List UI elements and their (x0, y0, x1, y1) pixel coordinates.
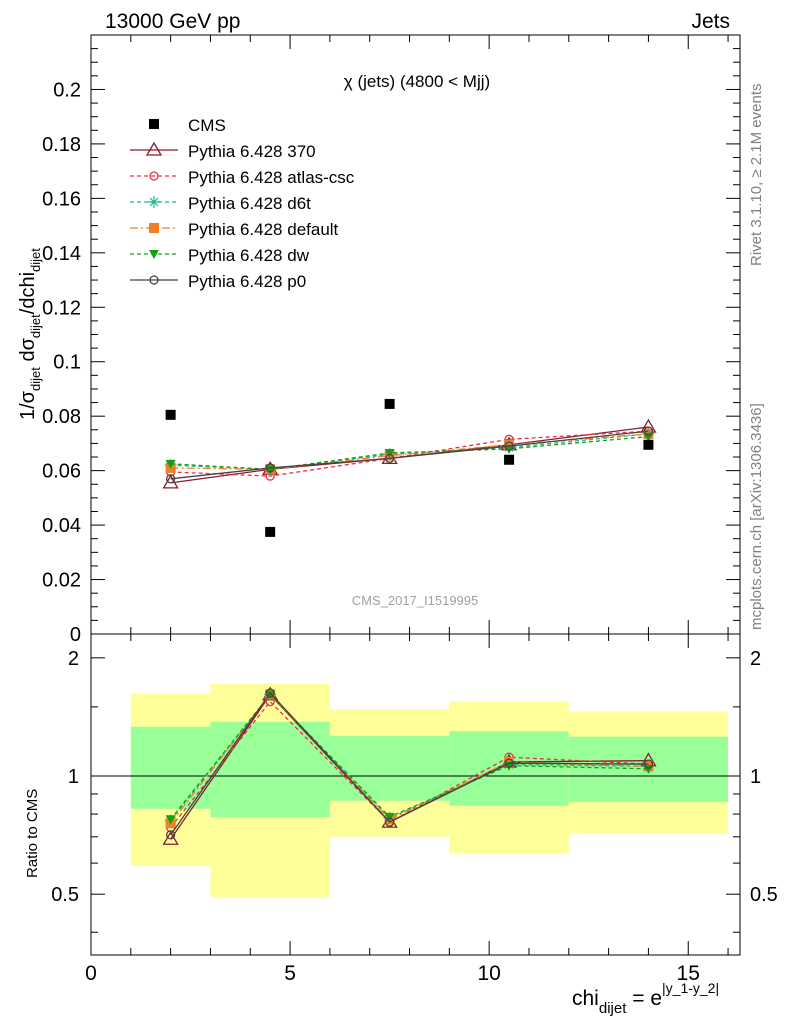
legend-marker-0 (145, 141, 163, 156)
y-tick-label: 0.12 (42, 297, 81, 319)
ratio-plot-frame (90, 633, 741, 956)
y-tick-label: 0 (70, 624, 81, 646)
ratio-point-4 (265, 690, 276, 700)
series-point-4 (504, 444, 515, 454)
legend-label-2: Pythia 6.428 d6t (188, 194, 311, 213)
ratio-tick-label-right: 2 (750, 648, 761, 670)
series-point-4 (165, 459, 176, 469)
x-tick-label: 15 (677, 962, 700, 985)
ratio-series (162, 686, 657, 845)
data-point (384, 398, 395, 409)
svg-text:1/σdijet dσdijet/dchidijet: 1/σdijet dσdijet/dchidijet (17, 248, 43, 420)
ratio-point-5 (384, 817, 395, 827)
main-ylabel: 1/σdijet dσdijet/dchidijet (17, 248, 43, 420)
series-point-4 (384, 448, 395, 458)
ratio-ylabel: Ratio to CMS (24, 789, 41, 878)
legend-label-3: Pythia 6.428 default (188, 220, 339, 239)
legend-marker-3 (149, 223, 159, 233)
header-left: 13000 GeV pp (105, 10, 240, 33)
series-point-5 (265, 463, 275, 473)
tick-labels: 0 5 10 15 0 0.02 0.04 0.06 0.08 0.1 0.12 0.14 0.16 0.… (42, 79, 778, 985)
band-inner-0 (130, 726, 211, 809)
y-tick-label: 0.04 (42, 515, 81, 537)
y-tick-label: 0.08 (42, 406, 81, 428)
main-series (162, 398, 657, 537)
svg-text:chidijet = e|y_1-y_2|: chidijet = e|y_1-y_2| (572, 980, 719, 1017)
ratio-point-0 (162, 830, 179, 845)
legend-marker-4 (149, 250, 159, 259)
ratio-tick-label-right: 1 (750, 766, 761, 788)
ratio-point-4 (384, 812, 395, 822)
legend-label-4: Pythia 6.428 dw (188, 246, 310, 265)
x-tick-label: 5 (284, 962, 296, 985)
ratio-point-5 (643, 759, 654, 769)
series-point-3 (504, 439, 515, 450)
series-point-5 (504, 441, 514, 451)
data-point (165, 409, 176, 420)
legend-label-data: CMS (188, 116, 226, 135)
ratio-point-5 (504, 758, 514, 768)
ratio-tick-label: 0.5 (51, 884, 79, 906)
x-tick-label: 0 (85, 962, 97, 985)
ratio-point-5 (265, 688, 275, 698)
xlabel: chidijet = e|y_1-y_2| (572, 980, 719, 1017)
ratio-line-5 (170, 691, 649, 836)
series-point-5 (165, 474, 176, 484)
legend-label-1: Pythia 6.428 atlas-csc (188, 168, 355, 187)
y-tick-label: 0.06 (42, 461, 81, 483)
analysis-watermark: CMS_2017_I1519995 (352, 593, 479, 608)
y-tick-label: 0.2 (53, 79, 81, 101)
legend-label-5: Pythia 6.428 p0 (188, 272, 306, 291)
y-tick-label: 0.1 (53, 352, 81, 374)
ratio-tick-label: 1 (68, 766, 79, 788)
series-line-5 (170, 430, 649, 480)
legend: CMS Pythia 6.428 370 Pythia 6.428 atlas-cs… (130, 116, 355, 291)
legend-marker-5 (149, 275, 159, 285)
band-inner-1 (210, 721, 330, 818)
legend-marker-1 (149, 171, 159, 181)
x-tick-label: 10 (477, 962, 500, 985)
series-point-5 (384, 453, 395, 464)
series-point-0 (162, 474, 179, 489)
series-point-5 (643, 426, 654, 436)
rivet-label: Rivet 3.1.10, ≥ 2.1M events (748, 84, 765, 267)
data-point (265, 526, 276, 537)
mcplots-label: mcplots.cern.ch [arXiv:1306.3436] (748, 403, 765, 630)
y-tick-label: 0.02 (42, 570, 81, 592)
header-right: Jets (691, 10, 730, 33)
plot-title: χ (jets) (4800 < Mjj) (344, 72, 490, 91)
uncertainty-bands (130, 683, 729, 898)
legend-marker-2 (148, 196, 160, 208)
legend-marker-data (149, 119, 159, 129)
ratio-point-4 (165, 815, 176, 825)
legend-label-0: Pythia 6.428 370 (188, 142, 316, 161)
y-tick-label: 0.18 (42, 134, 81, 156)
ratio-tick-label: 2 (68, 648, 79, 670)
y-tick-label: 0.16 (42, 188, 81, 210)
y-tick-label: 0.14 (42, 243, 81, 265)
band-inner-2 (329, 735, 450, 801)
ratio-point-5 (165, 830, 176, 840)
ratio-tick-label-right: 0.5 (750, 884, 778, 906)
data-point (504, 454, 515, 465)
data-point (643, 439, 654, 450)
